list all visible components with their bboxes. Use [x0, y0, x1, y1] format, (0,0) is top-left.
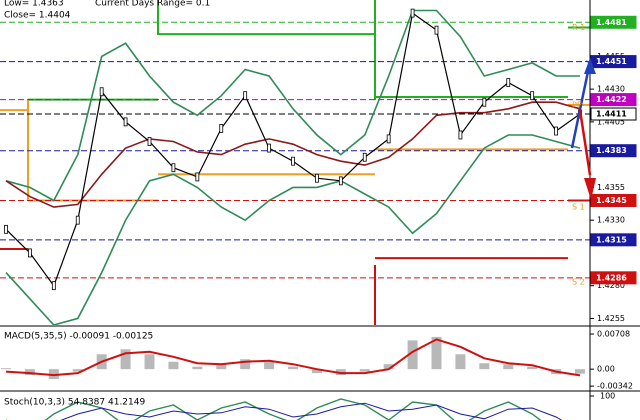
- y-tick-label: 1.4430: [597, 85, 625, 94]
- price-axis: 1.44551.44301.44051.43551.43301.42801.42…: [590, 15, 637, 401]
- price-mark: [267, 143, 271, 153]
- price-mark: [506, 78, 511, 87]
- level-box: [590, 15, 637, 29]
- level-label: 1.4315: [596, 235, 627, 244]
- price-mark: [338, 176, 343, 186]
- header-range: Current Days Range= 0.1: [95, 0, 210, 9]
- y-tick-label: 1.4280: [597, 281, 625, 290]
- macd-bar: [575, 369, 585, 374]
- macd-pane: [1, 336, 585, 380]
- price-mark: [75, 215, 80, 225]
- macd-tick-label: -0.00342: [597, 382, 633, 391]
- macd-bar: [479, 363, 490, 370]
- band-line: [5, 134, 581, 325]
- macd-bar: [144, 354, 155, 370]
- macd-bar: [383, 364, 394, 370]
- macd-bar: [359, 369, 370, 372]
- arrow-head: [584, 58, 596, 74]
- price-mark: [554, 126, 558, 136]
- level-box: [590, 271, 637, 285]
- forecast-arrow-up: [570, 61, 592, 149]
- forecast-arrow-down: [578, 109, 592, 176]
- price-mark: [434, 25, 439, 35]
- band-line: [5, 101, 581, 208]
- stoch-d: [60, 402, 563, 420]
- macd-bar: [120, 349, 131, 370]
- macd-bar: [311, 369, 322, 374]
- price-mark: [386, 134, 391, 144]
- macd-bar: [72, 369, 83, 372]
- level-box: [590, 107, 637, 121]
- price-mark: [99, 87, 104, 97]
- price-mark: [362, 152, 367, 162]
- macd-bar: [1, 368, 11, 370]
- arrow-head: [584, 178, 596, 200]
- price-mark: [315, 173, 319, 183]
- macd-bar: [192, 366, 203, 370]
- y-tick-label: 1.4355: [597, 183, 625, 192]
- macd-bar: [288, 366, 298, 370]
- header-low: Low= 1.4363: [4, 0, 64, 9]
- macd-bar: [240, 359, 251, 370]
- price-mark: [410, 8, 415, 18]
- stoch-pane: [6, 398, 563, 420]
- price-mark: [291, 156, 295, 166]
- macd-bar: [431, 336, 442, 370]
- header-close: Close= 1.4404: [4, 11, 71, 21]
- level-label: 1.4345: [596, 196, 627, 205]
- price-mark: [482, 97, 487, 107]
- price-mark: [530, 91, 535, 101]
- level-label: 1.4383: [596, 146, 627, 155]
- price-mark: [4, 224, 8, 234]
- price-mark: [28, 248, 32, 258]
- level-label: 1.4481: [596, 18, 627, 27]
- macd-tick-label: 0.00: [597, 365, 615, 374]
- y-tick-label: 1.4255: [597, 314, 625, 323]
- macd-title: MACD(5,35,5) -0.00091 -0.00125: [4, 332, 153, 342]
- price-mark: [219, 124, 224, 133]
- level-label: 1.4422: [596, 95, 627, 104]
- price-mark: [171, 163, 176, 173]
- macd-bar: [455, 354, 466, 370]
- macd-bar: [216, 363, 227, 370]
- macd-bar: [527, 366, 538, 370]
- macd-signal: [5, 338, 581, 377]
- price-mark: [195, 172, 200, 182]
- macd-bar: [407, 340, 418, 370]
- macd-bar: [168, 361, 179, 370]
- price-mark: [243, 91, 248, 101]
- level-box: [590, 233, 637, 247]
- level-label: 1.4451: [596, 57, 627, 66]
- level-label: 1.4286: [596, 273, 627, 282]
- level-label: 1.4411: [596, 110, 627, 119]
- stoch-title: Stoch(10,3,3) 54.8387 41.2149: [4, 398, 145, 408]
- price-mark: [51, 281, 56, 291]
- y-tick-label: 1.4330: [597, 216, 625, 225]
- level-annotation: S 1: [572, 203, 585, 212]
- macd-bar: [503, 364, 514, 370]
- price-pane: [0, 0, 590, 325]
- macd-bar: [264, 361, 275, 370]
- level-annotation: PP: [572, 100, 582, 109]
- level-box: [590, 93, 637, 107]
- level-annotation: S 2: [572, 277, 585, 286]
- stoch-tick-label: 100: [600, 392, 615, 401]
- price-mark: [147, 137, 152, 146]
- macd-tick-label: 0.00708: [597, 330, 630, 339]
- price-mark: [458, 130, 463, 140]
- level-annotation: R 1: [572, 23, 585, 32]
- price-mark: [123, 117, 128, 127]
- level-box: [590, 144, 637, 158]
- y-tick-label: 1.4405: [597, 117, 625, 126]
- band-line: [5, 9, 580, 202]
- level-box: [590, 194, 637, 208]
